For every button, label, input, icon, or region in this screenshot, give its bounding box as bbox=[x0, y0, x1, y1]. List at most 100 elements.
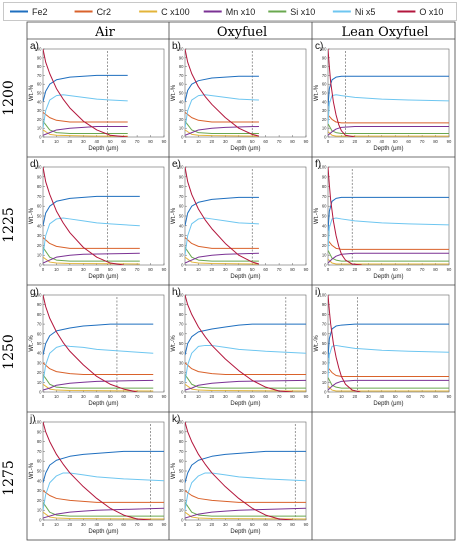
x-tick-label: 20 bbox=[68, 522, 73, 527]
x-tick-label: 70 bbox=[277, 139, 282, 144]
y-tick-label: 50 bbox=[179, 214, 184, 219]
y-tick-label: 10 bbox=[322, 380, 327, 385]
x-tick-label: 0 bbox=[327, 139, 330, 144]
y-tick-label: 20 bbox=[37, 117, 42, 122]
x-tick-label: 10 bbox=[54, 394, 59, 399]
y-tick-label: 60 bbox=[322, 331, 327, 336]
y-tick-label: 10 bbox=[37, 126, 42, 131]
y-tick-label: 100 bbox=[177, 293, 185, 298]
legend-label-o: O x10 bbox=[419, 7, 443, 17]
x-tick-label: 30 bbox=[366, 394, 371, 399]
x-tick-label: 0 bbox=[184, 394, 187, 399]
series-line-mn bbox=[185, 507, 306, 519]
series-line-ni bbox=[328, 217, 449, 251]
grid-frame bbox=[26, 21, 456, 541]
x-axis-label: Depth (μm) bbox=[373, 401, 403, 407]
series-line-o bbox=[185, 422, 293, 520]
y-tick-label: 100 bbox=[35, 293, 43, 298]
series-line-c bbox=[43, 256, 140, 265]
x-axis-label: Depth (μm) bbox=[373, 146, 403, 152]
series-line-mn bbox=[185, 379, 306, 391]
series-line-ni bbox=[185, 94, 259, 129]
x-tick-label: 30 bbox=[81, 522, 86, 527]
x-tick-label: 60 bbox=[263, 139, 268, 144]
y-tick-label: 50 bbox=[322, 341, 327, 346]
x-tick-label: 20 bbox=[353, 139, 358, 144]
plot-area bbox=[327, 48, 450, 138]
y-tick-label: 80 bbox=[37, 184, 42, 189]
series-group bbox=[43, 295, 154, 392]
x-tick-label: 40 bbox=[236, 267, 241, 272]
y-tick-label: 40 bbox=[322, 99, 327, 104]
y-tick-label: 20 bbox=[179, 370, 184, 375]
y-tick-label: 90 bbox=[37, 429, 42, 434]
series-line-cr2 bbox=[43, 111, 128, 123]
x-axis-label: Depth (μm) bbox=[88, 146, 118, 152]
row-labels: 1200 1225 1250 1275 bbox=[1, 80, 17, 496]
row-label-1250: 1250 bbox=[1, 334, 17, 370]
series-line-ni bbox=[185, 217, 259, 256]
column-headers: Air Oxyfuel Lean Oxyfuel bbox=[94, 25, 428, 40]
plot-area bbox=[327, 166, 450, 266]
y-tick-label: 60 bbox=[179, 82, 184, 87]
plot-area bbox=[42, 294, 165, 393]
x-tick-label: 20 bbox=[68, 267, 73, 272]
row-label-1225: 1225 bbox=[1, 207, 17, 243]
x-tick-label: 0 bbox=[327, 394, 330, 399]
y-tick-label: 0 bbox=[181, 390, 184, 395]
series-line-c bbox=[43, 129, 128, 137]
y-tick-label: 40 bbox=[37, 478, 42, 483]
x-tick-label: 30 bbox=[81, 139, 86, 144]
legend: Fe2 Cr2 C x100 Mn x10 Si x10 Ni x5 O x10 bbox=[3, 2, 457, 21]
y-axis-label: Wt.-% bbox=[171, 462, 177, 479]
series-group bbox=[43, 49, 128, 137]
y-tick-label: 100 bbox=[35, 165, 43, 170]
y-tick-label: 80 bbox=[37, 439, 42, 444]
y-tick-label: 80 bbox=[179, 312, 184, 317]
x-tick-label: 50 bbox=[393, 139, 398, 144]
y-tick-label: 80 bbox=[179, 64, 184, 69]
series-group bbox=[43, 167, 140, 265]
y-tick-label: 30 bbox=[37, 233, 42, 238]
x-tick-label: 40 bbox=[94, 267, 99, 272]
y-axis-label: Wt.-% bbox=[29, 335, 35, 352]
y-tick-label: 60 bbox=[322, 82, 327, 87]
y-tick-label: 30 bbox=[37, 108, 42, 113]
x-tick-label: 20 bbox=[210, 267, 215, 272]
series-line-fe2 bbox=[328, 196, 449, 231]
series-group bbox=[185, 422, 306, 520]
panel-e: e) 0 10 20 30 40 50 60 70 80 90 0 10 20 30 40 50 60 70 80 90… bbox=[171, 159, 309, 280]
y-tick-label: 10 bbox=[179, 380, 184, 385]
x-tick-label: 20 bbox=[68, 394, 73, 399]
y-tick-label: 40 bbox=[37, 99, 42, 104]
series-line-fe2 bbox=[328, 75, 449, 107]
panel-label-d: d) bbox=[30, 159, 39, 170]
series-line-si bbox=[328, 377, 449, 389]
panel-label-i: i) bbox=[315, 287, 321, 298]
y-tick-label: 40 bbox=[37, 223, 42, 228]
x-tick-label: 40 bbox=[94, 522, 99, 527]
y-tick-label: 50 bbox=[322, 214, 327, 219]
series-line-si bbox=[43, 374, 154, 389]
y-tick-label: 10 bbox=[179, 126, 184, 131]
legend-label-cr2: Cr2 bbox=[97, 7, 112, 17]
legend-label-ni: Ni x5 bbox=[355, 7, 376, 17]
x-tick-label: 10 bbox=[54, 267, 59, 272]
series-line-fe2 bbox=[43, 195, 140, 226]
x-tick-label: 80 bbox=[290, 267, 295, 272]
y-tick-label: 90 bbox=[179, 429, 184, 434]
x-tick-label: 80 bbox=[148, 139, 153, 144]
series-group bbox=[185, 295, 306, 392]
x-tick-label: 90 bbox=[304, 267, 309, 272]
y-tick-label: 30 bbox=[37, 488, 42, 493]
y-tick-label: 80 bbox=[179, 439, 184, 444]
x-tick-label: 70 bbox=[420, 139, 425, 144]
y-tick-label: 0 bbox=[39, 390, 42, 395]
series-line-ni bbox=[43, 217, 140, 256]
series-line-ni bbox=[185, 472, 306, 511]
series-line-o bbox=[43, 49, 128, 137]
legend-label-si: Si x10 bbox=[290, 7, 315, 17]
y-tick-label: 0 bbox=[324, 135, 327, 140]
y-tick-label: 80 bbox=[37, 64, 42, 69]
y-tick-label: 20 bbox=[322, 117, 327, 122]
